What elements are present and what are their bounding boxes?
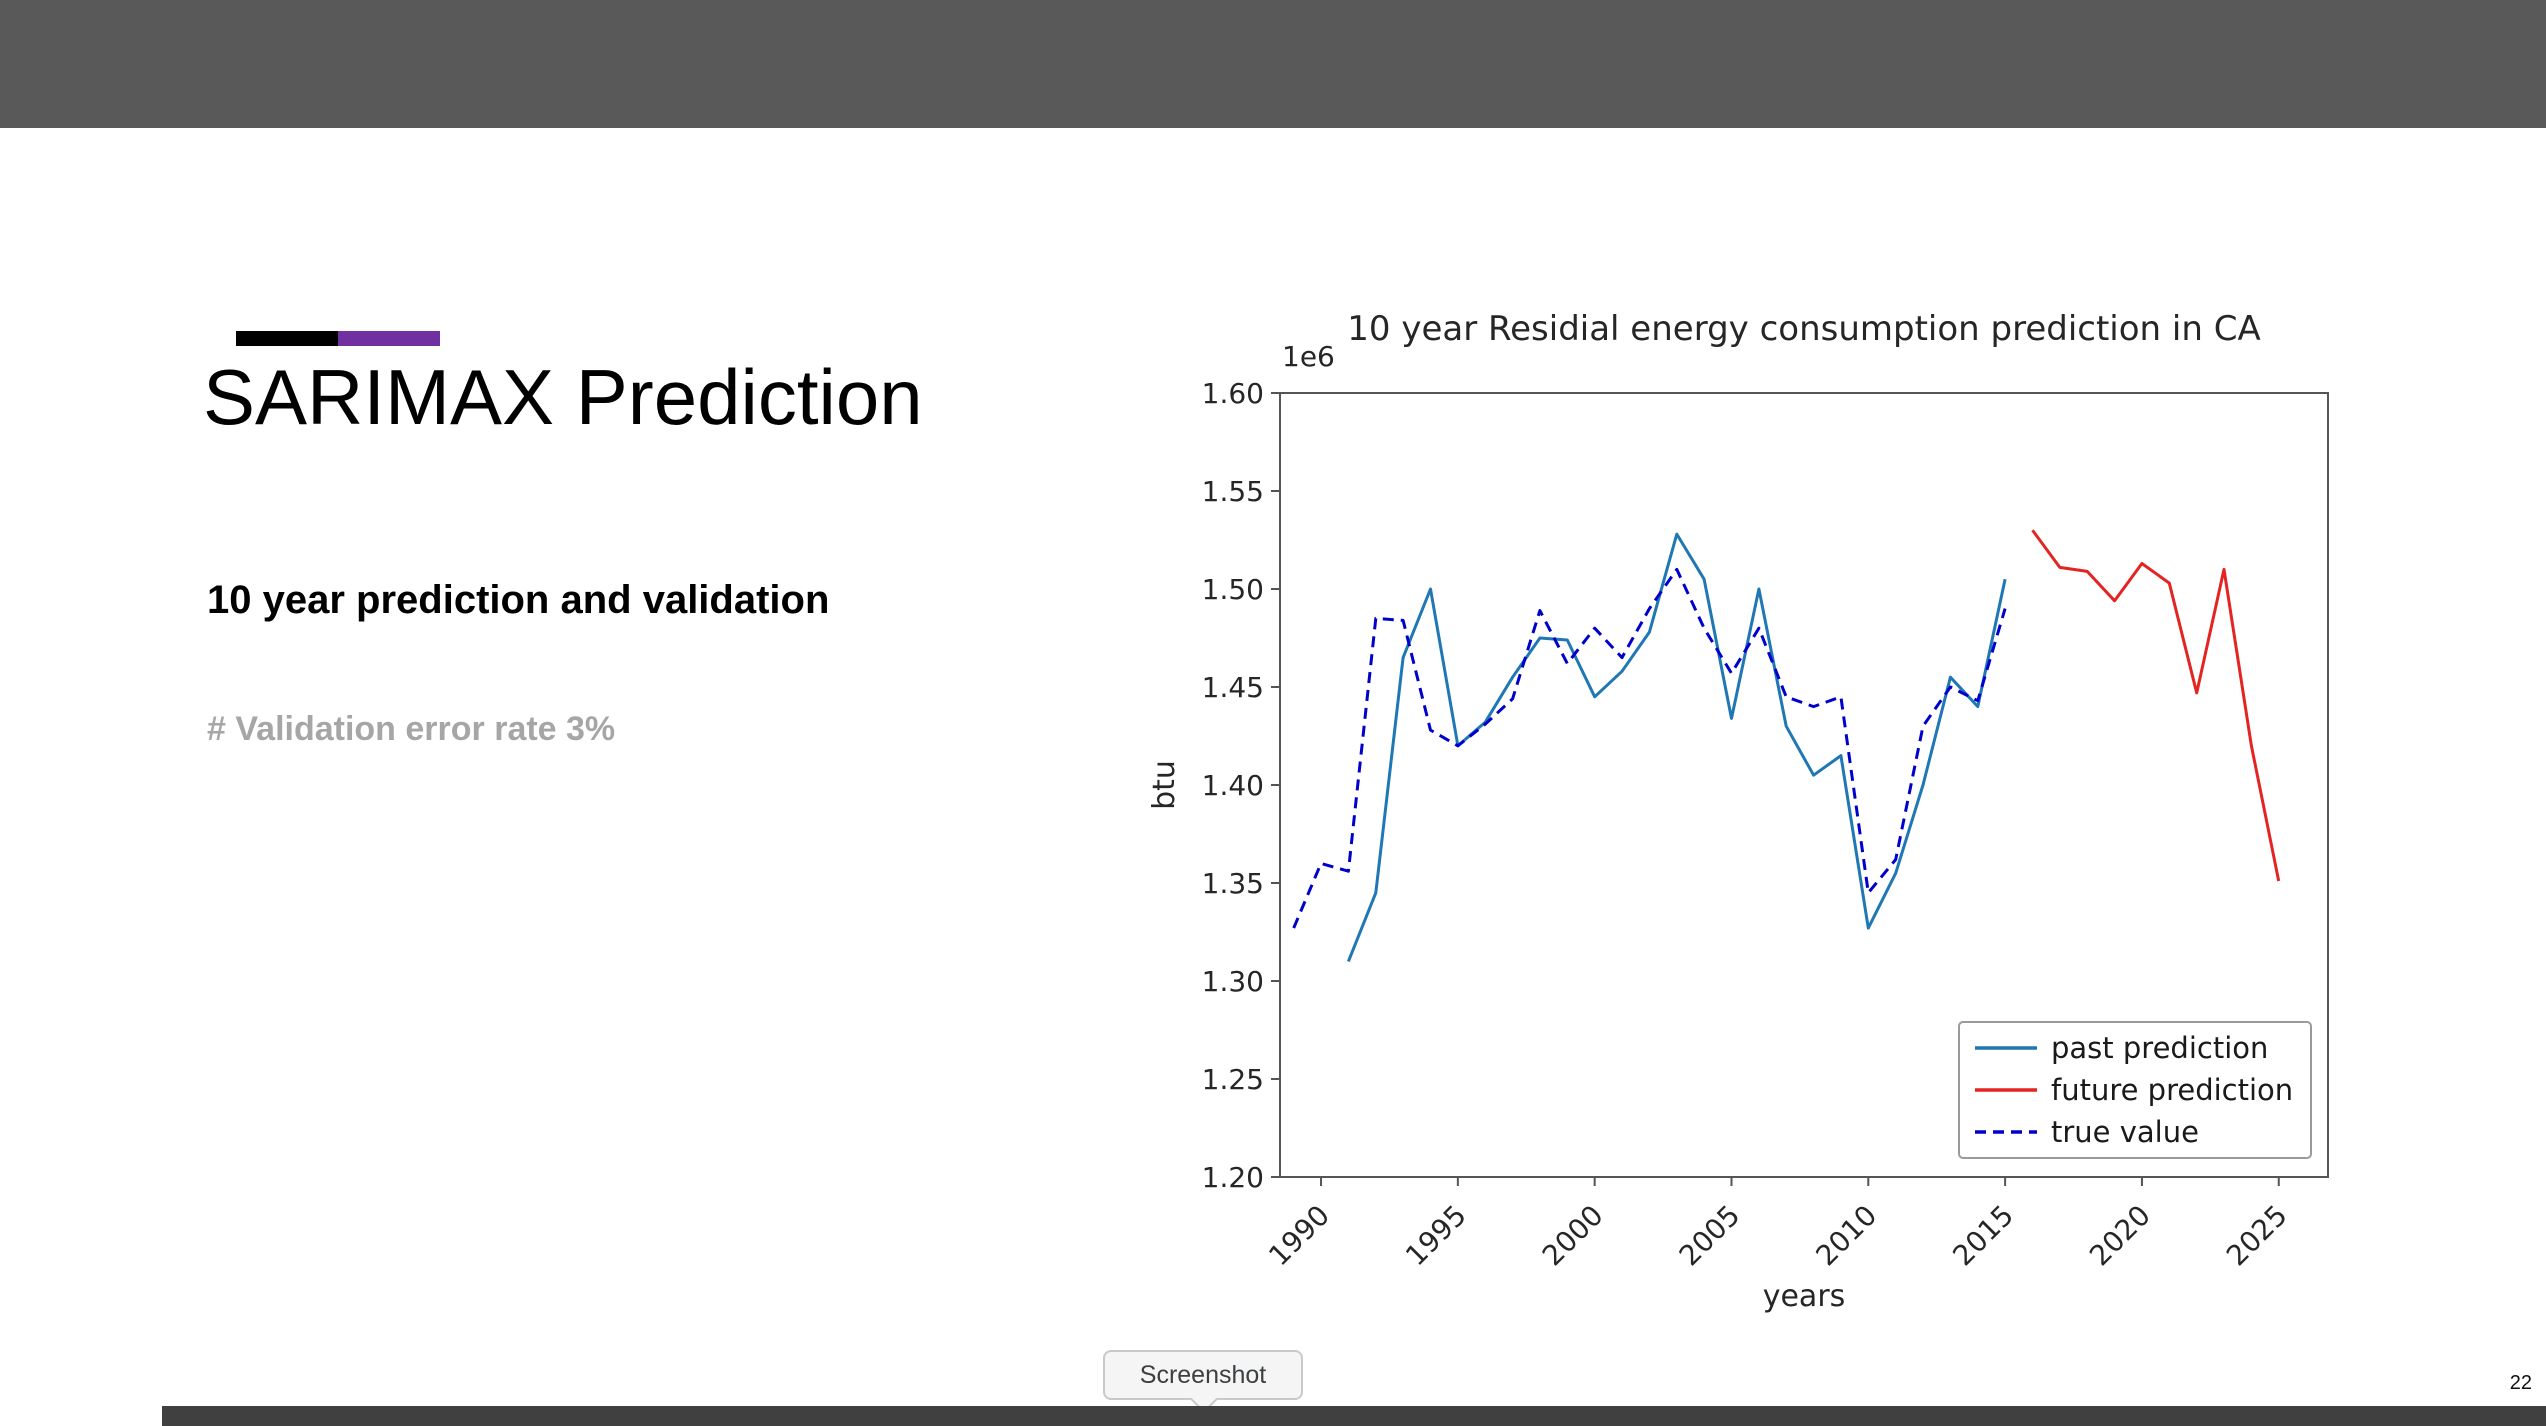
slide-page-number: 22 (2509, 1372, 2532, 1394)
y-tick-label: 1.55 (1202, 475, 1264, 508)
y-tick-label: 1.50 (1202, 573, 1264, 606)
screenshot-tooltip-label: Screenshot (1139, 1360, 1267, 1389)
y-tick-label: 1.25 (1202, 1063, 1264, 1096)
y-tick-label: 1.60 (1202, 377, 1264, 410)
x-tick-label: 2000 (1536, 1199, 1610, 1273)
y-axis-label: btu (1150, 760, 1182, 810)
legend-entry-label: true value (2051, 1115, 2199, 1149)
accent-purple-segment (338, 331, 440, 346)
title-accent-bar (236, 331, 440, 346)
bottom-bar (162, 1406, 2546, 1426)
accent-black-segment (236, 331, 338, 346)
slide-title: SARIMAX Prediction (203, 353, 923, 441)
legend-entry-label: future prediction (2051, 1073, 2293, 1107)
chart-title: 10 year Residial energy consumption pred… (1347, 309, 2260, 349)
x-tick-label: 2025 (2220, 1199, 2294, 1273)
screenshot-tooltip[interactable]: Screenshot (1103, 1350, 1303, 1414)
y-tick-label: 1.45 (1202, 671, 1264, 704)
x-tick-label: 2010 (1810, 1199, 1884, 1273)
slide-subtitle: 10 year prediction and validation (207, 578, 830, 622)
x-tick-label: 2020 (2083, 1199, 2157, 1273)
chart-canvas: 10 year Residial energy consumption pred… (1147, 309, 2329, 1314)
y-tick-label: 1.30 (1202, 965, 1264, 998)
series-true-value (1292, 567, 2007, 929)
series-past-prediction (1347, 532, 2007, 962)
chart-legend (1958, 1021, 2312, 1159)
y-tick-label: 1.20 (1202, 1161, 1264, 1194)
validation-note: # Validation error rate 3% (207, 710, 616, 748)
x-tick-label: 2005 (1673, 1199, 1747, 1273)
y-tick-label: 1.35 (1202, 867, 1264, 900)
y-axis-offset-label: 1e6 (1282, 340, 1335, 373)
y-tick-label: 1.40 (1202, 769, 1264, 802)
prediction-chart: 10 year Residial energy consumption pred… (1147, 300, 2400, 1340)
x-axis-label: years (1763, 1279, 1846, 1314)
series-future-prediction (2031, 529, 2281, 882)
x-tick-label: 1995 (1399, 1199, 1473, 1273)
x-tick-label: 2015 (1946, 1199, 2020, 1273)
legend-entry-label: past prediction (2051, 1031, 2268, 1065)
x-tick-label: 1990 (1262, 1199, 1336, 1273)
top-toolbar (0, 0, 2546, 128)
